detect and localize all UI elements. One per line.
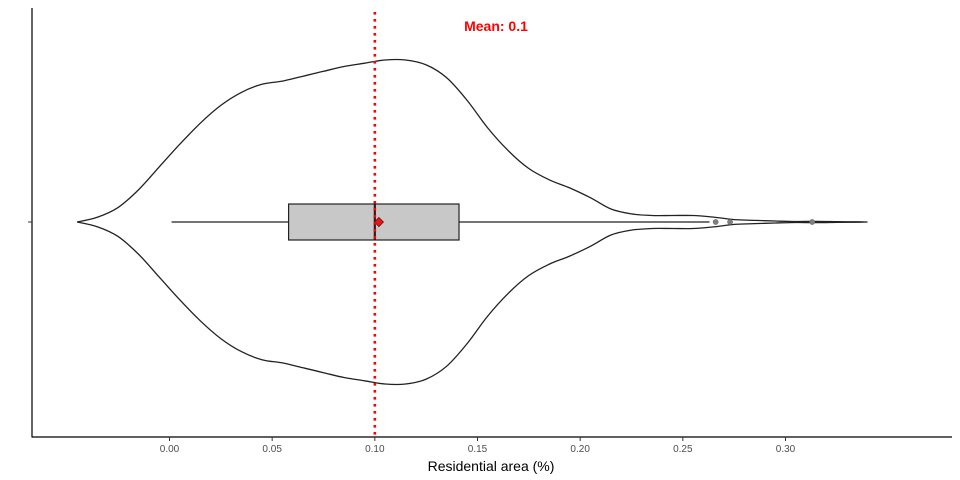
x-tick-label: 0.00	[160, 444, 180, 455]
x-tick-label: 0.25	[673, 444, 693, 455]
x-tick-label: 0.30	[776, 444, 796, 455]
x-tick-label: 0.20	[570, 444, 590, 455]
x-axis-title: Residential area (%)	[428, 458, 555, 474]
boxplot-layer	[171, 203, 816, 241]
x-tick-label: 0.05	[262, 444, 282, 455]
x-tick-label: 0.15	[468, 444, 488, 455]
axes-layer: 0.00 0.05 0.10 0.15 0.20 0.25 0.30	[28, 8, 952, 455]
violin-outline	[76, 58, 868, 386]
outlier-point	[809, 219, 816, 225]
mean-marker	[373, 216, 385, 228]
outlier-point	[712, 219, 719, 225]
x-tick-label: 0.10	[365, 444, 385, 455]
outlier-point	[727, 219, 733, 225]
mean-annotation: Mean: 0.1	[464, 18, 528, 34]
violin-layer	[76, 58, 868, 386]
